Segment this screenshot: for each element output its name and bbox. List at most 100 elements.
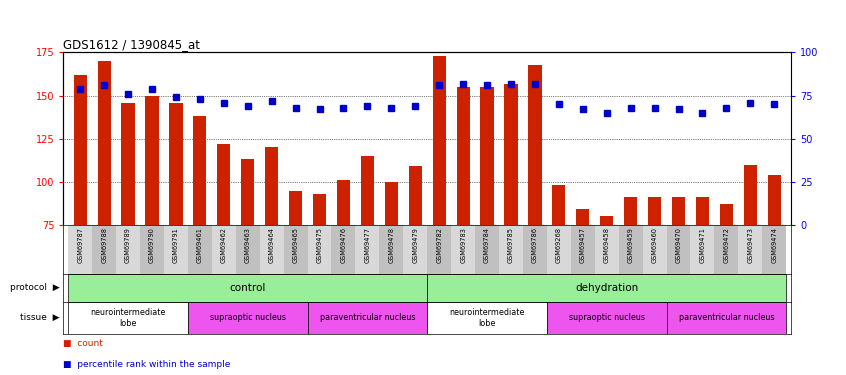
Bar — [379, 225, 404, 274]
Bar — [241, 159, 255, 225]
Text: GSM69476: GSM69476 — [340, 227, 347, 263]
Bar — [504, 84, 518, 225]
Bar — [283, 225, 308, 274]
Text: GSM69785: GSM69785 — [508, 227, 514, 263]
Bar — [313, 194, 326, 225]
Text: GSM69784: GSM69784 — [484, 227, 490, 263]
Text: GSM69457: GSM69457 — [580, 227, 585, 263]
Bar — [672, 197, 685, 225]
Bar — [427, 302, 547, 334]
Bar — [69, 274, 427, 302]
Bar — [355, 225, 379, 274]
Bar — [236, 225, 260, 274]
Bar — [714, 225, 739, 274]
Text: protocol  ▶: protocol ▶ — [9, 284, 59, 292]
Bar — [600, 216, 613, 225]
Text: GSM69791: GSM69791 — [173, 227, 179, 263]
Bar — [74, 75, 87, 225]
Text: GSM69460: GSM69460 — [651, 227, 657, 263]
Text: GSM69459: GSM69459 — [628, 227, 634, 263]
Text: supraoptic nucleus: supraoptic nucleus — [210, 314, 286, 322]
Bar — [432, 56, 446, 225]
Bar — [648, 197, 662, 225]
Text: GSM69462: GSM69462 — [221, 227, 227, 263]
Text: GSM69470: GSM69470 — [675, 227, 682, 263]
Bar — [744, 165, 757, 225]
Bar — [169, 102, 183, 225]
Bar — [116, 225, 140, 274]
Text: GSM69463: GSM69463 — [244, 227, 250, 263]
Text: GSM69473: GSM69473 — [747, 227, 753, 263]
Bar — [409, 166, 422, 225]
Text: neurointermediate
lobe: neurointermediate lobe — [449, 308, 525, 327]
Bar — [595, 225, 618, 274]
Bar — [140, 225, 164, 274]
Bar — [457, 87, 470, 225]
Bar — [643, 225, 667, 274]
Text: GSM69787: GSM69787 — [77, 227, 83, 263]
Text: supraoptic nucleus: supraoptic nucleus — [569, 314, 645, 322]
Bar — [451, 225, 475, 274]
Text: GSM69461: GSM69461 — [197, 227, 203, 263]
Text: tissue  ▶: tissue ▶ — [19, 314, 59, 322]
Bar — [146, 96, 158, 225]
Bar — [360, 156, 374, 225]
Bar — [188, 302, 308, 334]
Bar — [696, 197, 709, 225]
Bar — [193, 116, 206, 225]
Bar — [337, 180, 350, 225]
Bar — [212, 225, 236, 274]
Text: GSM69471: GSM69471 — [700, 227, 706, 263]
Text: GSM69268: GSM69268 — [556, 227, 562, 263]
Bar — [69, 225, 92, 274]
Bar — [260, 225, 283, 274]
Bar — [217, 144, 230, 225]
Text: GSM69464: GSM69464 — [269, 227, 275, 263]
Text: GSM69788: GSM69788 — [102, 227, 107, 263]
Bar — [427, 225, 451, 274]
Bar — [122, 102, 135, 225]
Bar — [404, 225, 427, 274]
Bar — [552, 185, 565, 225]
Text: ■  percentile rank within the sample: ■ percentile rank within the sample — [63, 360, 231, 369]
Bar — [499, 225, 523, 274]
Bar — [188, 225, 212, 274]
Bar — [164, 225, 188, 274]
Bar — [427, 274, 786, 302]
Bar — [618, 225, 643, 274]
Text: ■  count: ■ count — [63, 339, 103, 348]
Bar — [690, 225, 714, 274]
Bar — [547, 225, 571, 274]
Bar — [481, 87, 494, 225]
Bar — [739, 225, 762, 274]
Text: GSM69479: GSM69479 — [412, 227, 418, 263]
Bar — [97, 61, 111, 225]
Bar — [762, 225, 786, 274]
Bar — [667, 225, 690, 274]
Bar — [92, 225, 116, 274]
Bar — [576, 210, 590, 225]
Text: GSM69789: GSM69789 — [125, 227, 131, 263]
Bar — [767, 175, 781, 225]
Bar — [385, 182, 398, 225]
Text: GSM69475: GSM69475 — [316, 227, 322, 263]
Text: GSM69783: GSM69783 — [460, 227, 466, 263]
Text: GSM69458: GSM69458 — [604, 227, 610, 263]
Bar — [720, 204, 733, 225]
Text: GSM69465: GSM69465 — [293, 227, 299, 263]
Text: GSM69790: GSM69790 — [149, 227, 155, 263]
Text: GSM69782: GSM69782 — [437, 227, 442, 263]
Bar — [289, 190, 302, 225]
Bar — [308, 225, 332, 274]
Text: GSM69472: GSM69472 — [723, 227, 729, 263]
Text: neurointermediate
lobe: neurointermediate lobe — [91, 308, 166, 327]
Bar — [624, 197, 637, 225]
Text: paraventricular nucleus: paraventricular nucleus — [320, 314, 415, 322]
Bar — [69, 302, 188, 334]
Bar — [332, 225, 355, 274]
Bar — [475, 225, 499, 274]
Text: GSM69474: GSM69474 — [772, 227, 777, 263]
Bar — [265, 147, 278, 225]
Bar — [529, 64, 541, 225]
Bar — [308, 302, 427, 334]
